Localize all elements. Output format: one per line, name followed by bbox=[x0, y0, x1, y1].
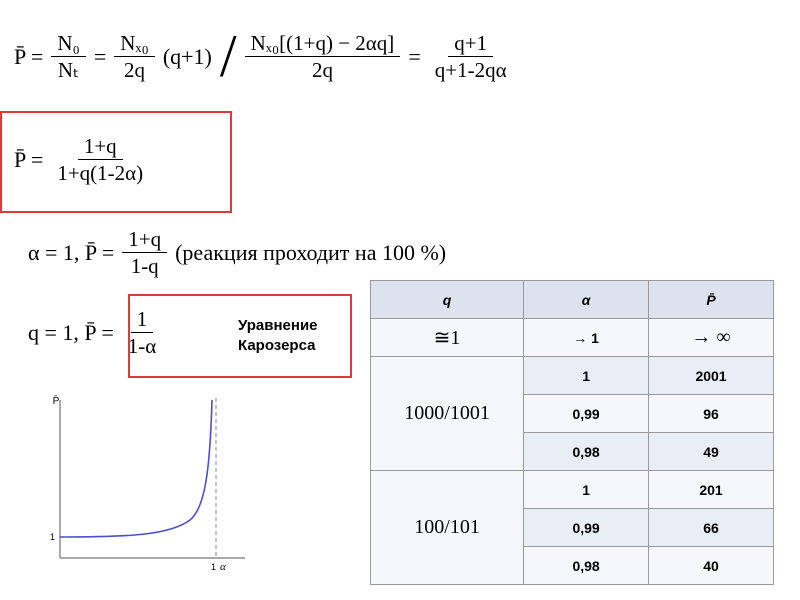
cell: 201 bbox=[648, 470, 774, 509]
text: Nₜ bbox=[57, 58, 80, 82]
table-row: 0,99 66 bbox=[371, 508, 774, 547]
header-cell: α bbox=[523, 280, 650, 319]
text: P̄ = bbox=[14, 146, 44, 172]
table-row: 0,99 96 bbox=[371, 394, 774, 433]
cell: 1 bbox=[523, 356, 650, 395]
formula-1: P̄ = N₀ Nₜ = Nₓ₀ 2q (q+1) / Nₓ₀[(1+q) − 2α… bbox=[14, 22, 513, 91]
cell: 0,98 bbox=[523, 546, 650, 585]
table-body: q α P̄ ≅1 → 1 → ∞ 1000/1001 1 2001 0,99 96 0,98 49 10… bbox=[369, 280, 774, 585]
text: 1-q bbox=[130, 254, 159, 278]
text: 1+q bbox=[77, 133, 123, 160]
highlight-box bbox=[0, 111, 232, 213]
table-row: 0,98 40 bbox=[371, 546, 774, 585]
cell: 0,99 bbox=[523, 394, 650, 433]
text: α = 1, P̄ = bbox=[28, 239, 115, 265]
fraction: Nₓ₀[(1+q) − 2αq] 2q bbox=[244, 30, 401, 83]
text: q = 1, P̄ = bbox=[28, 319, 114, 345]
table-row: ≅1 → 1 → ∞ bbox=[369, 318, 774, 357]
tick-label: 1 bbox=[211, 562, 216, 572]
note: Уравнение Карозерса bbox=[238, 316, 318, 356]
cell: → 1 bbox=[523, 318, 650, 357]
text: 2q bbox=[311, 58, 333, 82]
text: Уравнение bbox=[238, 317, 318, 334]
cell: 1 bbox=[523, 470, 650, 509]
text: Nₓ₀[(1+q) − 2αq] bbox=[244, 30, 401, 57]
text: q+1-2qα bbox=[434, 58, 507, 82]
fraction: 1 1-α bbox=[122, 306, 163, 359]
cell: 66 bbox=[648, 508, 774, 547]
text: Карозерса bbox=[238, 337, 316, 354]
text: 2q bbox=[124, 58, 146, 82]
table-row: 100/101 1 201 bbox=[369, 470, 774, 585]
cell: ≅1 bbox=[369, 318, 525, 357]
cell: 49 bbox=[648, 432, 774, 471]
text: = bbox=[408, 43, 421, 69]
graph: P̄ 1 1 α bbox=[50, 394, 245, 573]
fraction: 1+q 1+q(1-2α) bbox=[51, 133, 149, 186]
text: N₀ bbox=[51, 30, 86, 57]
table-row: 1000/1001 1 2001 bbox=[369, 356, 774, 471]
curve bbox=[59, 399, 213, 538]
highlight-box bbox=[128, 294, 352, 378]
text: 1+q(1-2α) bbox=[57, 161, 144, 185]
text: P̄ = bbox=[14, 43, 44, 69]
text: Nₓ₀ bbox=[114, 30, 155, 57]
formula-3: α = 1, P̄ = 1+q 1-q (реакция проходит на … bbox=[28, 226, 446, 279]
header-cell: q bbox=[369, 280, 525, 319]
tick-label: 1 bbox=[50, 532, 55, 542]
header-row: q α P̄ bbox=[369, 280, 774, 319]
text: (реакция проходит на 100 %) bbox=[175, 239, 447, 265]
cell: 40 bbox=[648, 546, 774, 585]
formula-4: q = 1, P̄ = 1 1-α bbox=[28, 306, 162, 359]
cell: 96 bbox=[648, 394, 774, 433]
cell: 2001 bbox=[648, 356, 774, 395]
text: q+1 bbox=[448, 30, 494, 57]
axis-label: α bbox=[220, 561, 226, 573]
cell: 1000/1001 bbox=[369, 356, 525, 471]
cell: → ∞ bbox=[648, 318, 774, 357]
text: = bbox=[93, 43, 107, 69]
fraction: 1+q 1-q bbox=[122, 226, 168, 279]
cell: 0,98 bbox=[523, 432, 650, 471]
text: 1 bbox=[130, 306, 154, 333]
table-row: 0,98 49 bbox=[371, 432, 774, 471]
text: (q+1) bbox=[162, 43, 212, 69]
formula-2: P̄ = 1+q 1+q(1-2α) bbox=[14, 133, 149, 186]
fraction: N₀ Nₜ bbox=[51, 30, 86, 83]
text: 1-α bbox=[127, 334, 157, 358]
text: 1+q bbox=[122, 226, 168, 253]
fraction: Nₓ₀ 2q bbox=[114, 30, 155, 83]
axis-label: P̄ bbox=[53, 394, 60, 407]
cell: 0,99 bbox=[523, 508, 650, 547]
table: q α P̄ ≅1 → 1 → ∞ 1000/1001 1 2001 0,99 96 0,98 49 10… bbox=[369, 280, 774, 585]
fraction: q+1 q+1-2qα bbox=[429, 30, 513, 83]
header-cell: P̄ bbox=[648, 280, 774, 319]
cell: 100/101 bbox=[369, 470, 525, 585]
slash: / bbox=[219, 23, 237, 89]
